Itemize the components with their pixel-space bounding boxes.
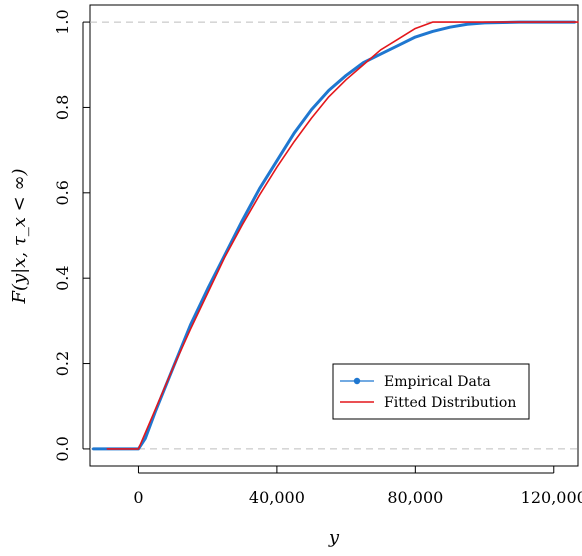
- x-tick-label-1: 40,000: [249, 488, 305, 507]
- x-axis: 0 40,000 80,000 120,000: [133, 466, 582, 507]
- y-tick-label-5: 1.0: [53, 9, 72, 34]
- legend: Empirical Data Fitted Distribution: [332, 363, 530, 420]
- y-tick-label-0: 0.0: [53, 436, 72, 461]
- x-tick-label-2: 80,000: [387, 488, 443, 507]
- reference-lines: [90, 21, 578, 450]
- plot-frame: [89, 4, 579, 467]
- series-layer: [91, 20, 579, 451]
- legend-marker-empirical: [353, 377, 361, 385]
- legend-label-empirical: Empirical Data: [384, 374, 491, 390]
- y-tick-label-4: 0.8: [53, 95, 72, 120]
- series-line-1: [106, 21, 579, 450]
- series-line-0: [91, 20, 577, 451]
- x-axis-title: y: [328, 527, 340, 548]
- y-tick-label-2: 0.4: [53, 265, 72, 290]
- y-axis: 0.0 0.2 0.4 0.6 0.8 1.0: [53, 9, 90, 462]
- y-tick-label-1: 0.2: [53, 351, 72, 376]
- x-tick-label-3: 120,000: [521, 488, 582, 507]
- legend-label-fitted: Fitted Distribution: [384, 395, 516, 411]
- y-axis-title: F(y|x, τ_x < ∞): [9, 169, 30, 305]
- y-tick-label-3: 0.6: [53, 180, 72, 205]
- legend-box: [332, 363, 530, 420]
- x-tick-label-0: 0: [133, 488, 143, 507]
